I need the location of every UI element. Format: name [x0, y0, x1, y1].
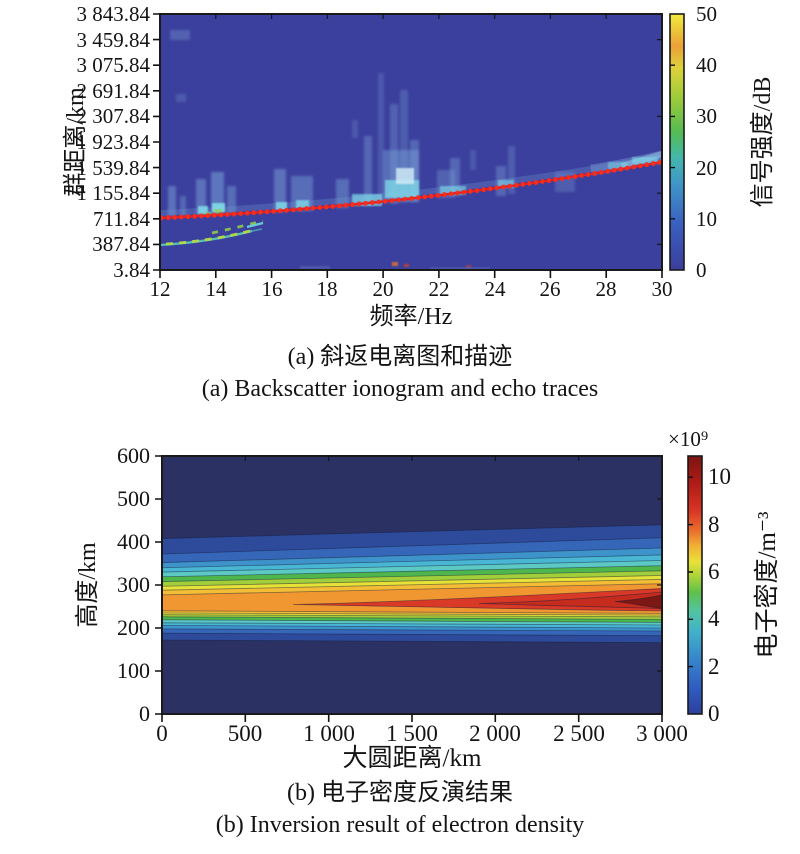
- colorbar-tick-label: 50: [696, 2, 717, 26]
- density-x-axis-label: 大圆距离/km: [342, 745, 482, 772]
- y-tick-label: 100: [117, 658, 150, 683]
- colorbar-tick-label: 0: [696, 258, 707, 282]
- x-tick-label: 12: [149, 277, 171, 301]
- ionogram-plot: [153, 13, 685, 278]
- density-y-ticks: [155, 455, 162, 715]
- colorbar-tick-label: 4: [708, 606, 720, 631]
- y-tick-label: 400: [117, 529, 150, 554]
- colorbar-tick-label: 40: [696, 53, 717, 77]
- ionogram-x-ticks: [159, 270, 663, 278]
- y-tick-label: 3 075.84: [76, 53, 151, 77]
- x-tick-label: 1 000: [303, 721, 355, 746]
- y-tick-label: 0: [139, 701, 150, 726]
- y-tick-label: 2 307.84: [76, 104, 151, 128]
- density-x-ticks: [161, 714, 663, 722]
- colorbar-tick-label: 2: [708, 654, 720, 679]
- x-tick-label: 20: [372, 277, 394, 301]
- y-tick-label: 3 843.84: [76, 2, 151, 26]
- y-tick-label: 200: [117, 615, 150, 640]
- signal-colorbar-label: 信号强度/dB: [750, 76, 776, 208]
- ionogram-x-axis-label: 频率/Hz: [369, 304, 453, 330]
- bright-echo-cells: [198, 157, 658, 215]
- density-contour-bands: [163, 524, 661, 643]
- density-y-axis-label: 高度/km: [75, 542, 101, 628]
- ionogram-y-ticks: [153, 13, 160, 271]
- y-tick-label: 500: [117, 486, 150, 511]
- x-tick-label: 14: [205, 277, 227, 301]
- ground-echo-trace: [161, 219, 264, 247]
- y-tick-label: 2 691.84: [76, 79, 151, 103]
- y-tick-label: 1 155.84: [76, 181, 151, 205]
- x-tick-label: 16: [261, 277, 283, 301]
- x-tick-label: 3 000: [636, 721, 688, 746]
- ionogram-y-axis-label: 群距离/km: [63, 87, 89, 197]
- caption-b-zh: (b) 电子密度反演结果: [287, 780, 513, 806]
- colorbar-tick-label: 10: [696, 207, 717, 231]
- caption-b-en: (b) Inversion result of electron density: [215, 812, 585, 838]
- x-tick-label: 2 000: [469, 721, 521, 746]
- x-tick-label: 28: [595, 277, 617, 301]
- x-tick-label: 2 500: [553, 721, 605, 746]
- y-tick-label: 711.84: [93, 207, 150, 231]
- density-colorbar-label: 电子密度/m⁻³: [754, 511, 781, 659]
- x-tick-label: 1 500: [386, 721, 438, 746]
- colorbar-tick-label: 6: [708, 559, 720, 584]
- colorbar-tick-label: 30: [696, 104, 717, 128]
- density-colorbar: [687, 455, 703, 715]
- y-tick-label: 1 539.84: [76, 156, 151, 180]
- x-tick-label: 18: [316, 277, 338, 301]
- x-tick-label: 500: [227, 721, 263, 746]
- bottom-specks: [300, 262, 490, 269]
- signal-colorbar-ticks: [670, 64, 675, 220]
- colorbar-tick-label: 10: [708, 464, 731, 489]
- y-tick-label: 300: [117, 572, 150, 597]
- x-tick-label: 30: [651, 277, 673, 301]
- y-tick-label: 3.84: [113, 258, 150, 282]
- colorbar-tick-label: 20: [696, 156, 717, 180]
- x-tick-label: 26: [539, 277, 561, 301]
- density-plot: [155, 455, 703, 722]
- colorbar-tick-label: 0: [708, 701, 720, 726]
- y-tick-label: 1 923.84: [76, 130, 151, 154]
- x-tick-label: 24: [484, 277, 506, 301]
- x-tick-label: 0: [156, 721, 168, 746]
- colorbar-scale-exponent: ×10⁹: [668, 427, 709, 451]
- ionogram-inner-ticks: [215, 14, 662, 245]
- signal-colorbar: [669, 13, 685, 271]
- y-tick-label: 387.84: [92, 232, 150, 256]
- y-tick-label: 600: [117, 443, 150, 468]
- y-tick-label: 3 459.84: [76, 28, 151, 52]
- density-inner-ticks: [244, 456, 662, 672]
- density-colorbar-ticks: [688, 476, 693, 668]
- x-tick-label: 22: [428, 277, 450, 301]
- echo-leading-edge-trace: [161, 159, 661, 221]
- caption-a-zh: (a) 斜返电离图和描迹: [287, 344, 513, 370]
- caption-a-en: (a) Backscatter ionogram and echo traces: [201, 376, 599, 402]
- colorbar-tick-label: 8: [708, 512, 720, 537]
